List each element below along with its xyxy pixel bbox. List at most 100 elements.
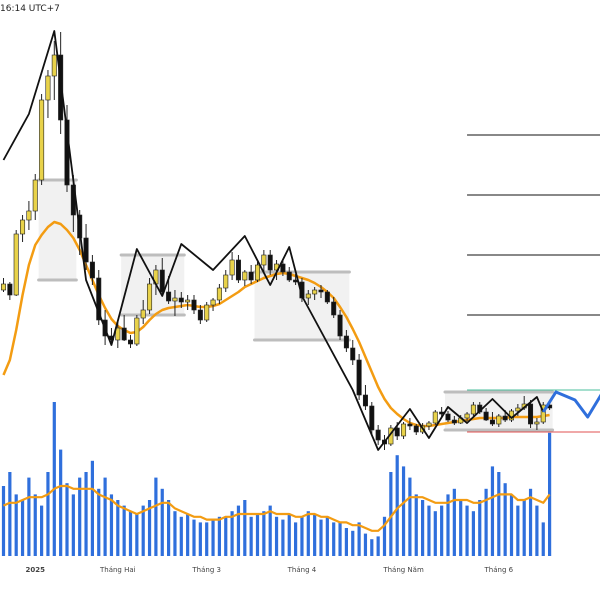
volume-bar xyxy=(376,536,380,556)
volume-bar xyxy=(27,477,31,556)
bullish-candle xyxy=(45,75,51,101)
bearish-candle xyxy=(128,339,134,345)
volume-bar xyxy=(459,500,463,556)
bullish-candle xyxy=(464,413,470,419)
bearish-candle xyxy=(318,289,324,293)
volume-bar xyxy=(325,516,329,556)
volume-bar xyxy=(116,500,120,556)
bearish-candle xyxy=(337,314,343,337)
volume-bar xyxy=(78,477,82,556)
volume-bar xyxy=(255,514,260,556)
volume-bar xyxy=(40,505,44,556)
x-axis-tick-label: Tháng 3 xyxy=(191,566,221,574)
volume-bar xyxy=(90,460,94,556)
bearish-candle xyxy=(267,254,273,271)
bearish-candle xyxy=(356,359,362,396)
bearish-candle xyxy=(394,427,400,437)
bullish-candle xyxy=(39,99,45,181)
volume-bar xyxy=(522,500,526,556)
volume-bar xyxy=(249,516,253,556)
volume-bar xyxy=(160,488,164,556)
bullish-candle xyxy=(470,404,476,415)
bullish-candle xyxy=(140,309,146,319)
bearish-candle xyxy=(235,259,241,281)
bearish-candle xyxy=(483,411,489,421)
volume-bar xyxy=(497,472,501,556)
volume-bar xyxy=(478,500,482,556)
bearish-candle xyxy=(502,415,508,421)
volume-bar xyxy=(427,505,431,556)
volume-bar xyxy=(52,402,56,556)
volume-bar xyxy=(370,539,374,556)
bullish-candle xyxy=(134,317,140,345)
volume-bar xyxy=(363,533,368,556)
volume-bar xyxy=(541,522,545,556)
volume-bar xyxy=(97,488,101,556)
volume-bar xyxy=(446,494,450,556)
volume-bar xyxy=(401,466,406,556)
volume-bar xyxy=(268,505,272,556)
bearish-candle xyxy=(96,277,102,321)
bullish-candle xyxy=(32,179,38,212)
projection-line xyxy=(541,390,600,419)
volume-bar xyxy=(33,494,37,556)
volume-bar xyxy=(103,477,107,556)
volume-bar xyxy=(122,505,126,556)
volume-bar xyxy=(382,516,387,556)
bearish-candle xyxy=(451,419,457,424)
bearish-candle xyxy=(178,297,184,303)
volume-bar xyxy=(414,494,418,556)
volume-bar xyxy=(490,466,495,556)
bullish-candle xyxy=(26,210,32,221)
bullish-candle xyxy=(426,422,432,427)
bullish-candle xyxy=(401,423,407,437)
volume-bar xyxy=(344,528,348,556)
bullish-candle xyxy=(172,297,178,302)
volume-bar xyxy=(465,505,469,556)
bullish-candle xyxy=(496,415,502,425)
x-axis-tick-label: Tháng 6 xyxy=(484,566,514,574)
x-axis-tick-label: Tháng 4 xyxy=(287,566,317,574)
chart-timestamp: 16:14 UTC+7 xyxy=(0,4,60,14)
volume-bar xyxy=(262,511,266,556)
volume-bar xyxy=(205,522,209,556)
volume-bar xyxy=(179,516,183,556)
bearish-candle xyxy=(89,261,95,279)
volume-bar xyxy=(198,522,202,556)
bullish-candle xyxy=(115,327,121,341)
bearish-candle xyxy=(280,263,286,273)
bearish-candle xyxy=(343,335,349,349)
bullish-candle xyxy=(216,287,222,301)
bearish-candle xyxy=(166,291,172,302)
bearish-candle xyxy=(362,394,368,407)
volume-bar xyxy=(313,514,317,556)
x-axis-tick-label: 2025 xyxy=(26,566,46,574)
volume-bar xyxy=(471,511,475,556)
volume-bar xyxy=(281,519,285,556)
bullish-candle xyxy=(515,407,521,412)
volume-bar xyxy=(274,516,279,556)
volume-bar xyxy=(46,472,50,556)
x-axis-tick-label: Tháng Hai xyxy=(99,566,136,574)
volume-bar xyxy=(357,522,361,556)
volume-bar xyxy=(230,511,234,556)
bullish-candle xyxy=(312,289,318,295)
volume-bar xyxy=(14,494,18,556)
bullish-candle xyxy=(534,421,540,425)
volume-bar xyxy=(224,516,228,556)
volume-bar xyxy=(433,511,437,556)
zigzag-line xyxy=(2,30,545,451)
volume-bar xyxy=(211,519,215,556)
bearish-candle xyxy=(7,283,13,296)
bearish-candle xyxy=(331,301,337,316)
volume-bar xyxy=(147,500,152,556)
volume-bar xyxy=(389,472,393,556)
bullish-candle xyxy=(432,411,438,424)
volume-bar xyxy=(236,505,241,556)
volume-bar xyxy=(192,519,196,556)
volume-bar xyxy=(300,516,304,556)
bullish-candle xyxy=(223,274,229,289)
volume-bar xyxy=(440,505,444,556)
